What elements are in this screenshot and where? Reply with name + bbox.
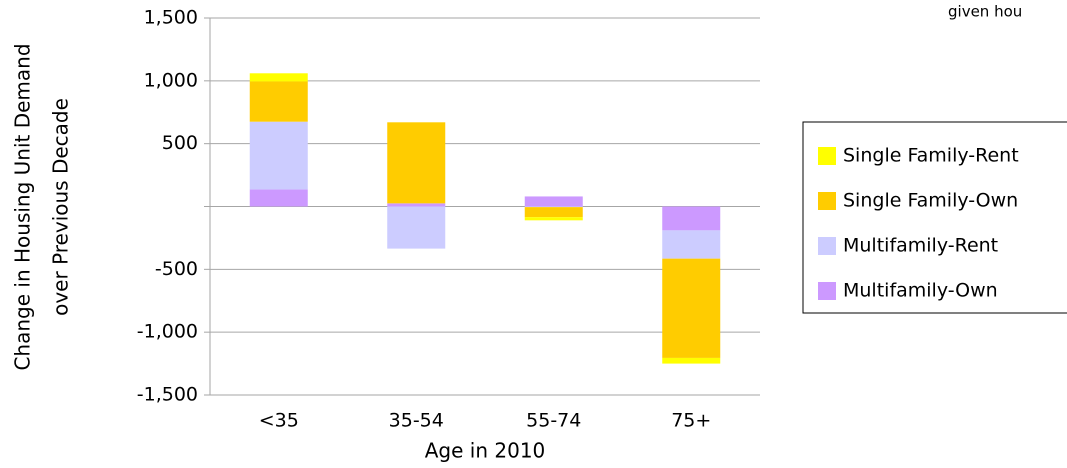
bar-segment [524,217,583,221]
x-tick-label: 35-54 [389,410,444,432]
legend-label: Multifamily-Own [843,280,998,302]
x-tick-label: 55-74 [526,410,581,432]
y-tick-label: -1,500 [137,384,198,406]
legend-swatch [818,192,836,210]
bar-segment [662,357,721,364]
bar-segment [662,258,721,358]
annotation: given hou [948,3,1022,21]
y-tick-label: 1,000 [144,69,198,91]
legend-swatch [818,237,836,255]
y-axis-title: over Previous Decade [49,98,73,316]
bar-segment [387,203,446,207]
bar-segment [249,73,308,82]
legend-swatch [818,282,836,300]
y-tick-label: -500 [155,258,198,280]
bar-segment [249,121,308,190]
legend-box [802,121,1067,314]
x-axis-title: Age in 2010 [425,439,546,463]
bar-segment [249,81,308,122]
bar-segment [662,230,721,259]
bar-segment [387,206,446,249]
bar-segment [524,207,583,218]
bar-segment [524,196,583,207]
legend-label: Multifamily-Rent [843,235,998,257]
legend-label: Single Family-Own [843,190,1018,212]
y-tick-label: -1,000 [137,321,198,343]
legend-label: Single Family-Rent [843,145,1019,167]
x-tick-label: 75+ [671,410,711,432]
x-tick-label: <35 [259,410,299,432]
y-axis-title: Change in Housing Unit Demand [11,43,35,370]
bar-segment [524,206,583,208]
legend-swatch [818,147,836,165]
bar-segment [387,122,446,204]
y-tick-label: 1,500 [144,7,198,29]
y-tick-label: 500 [162,132,198,154]
bar-segment [249,189,308,207]
bar-segment [662,206,721,231]
